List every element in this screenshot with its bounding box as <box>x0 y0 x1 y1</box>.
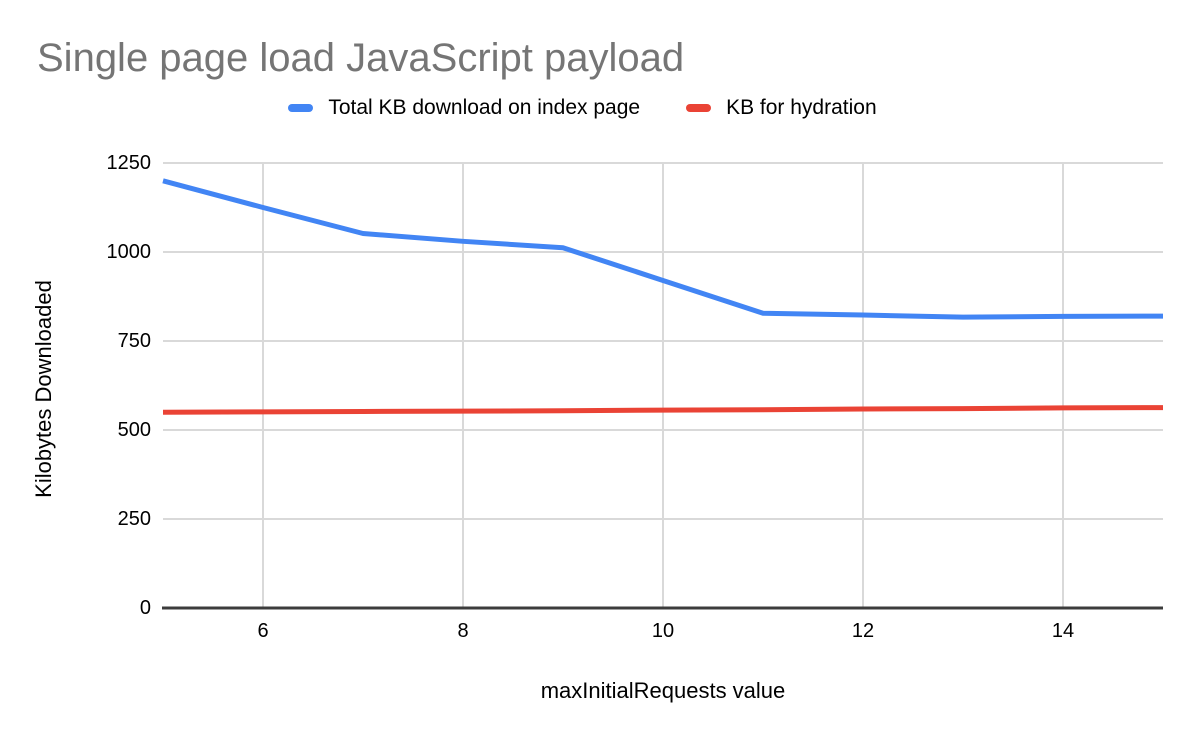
legend-label-hydration: KB for hydration <box>726 96 877 119</box>
series-line-hydration <box>162 405 1164 415</box>
y-tick-label: 1250 <box>106 152 152 174</box>
chart-title: Single page load JavaScript payload <box>37 36 685 80</box>
x-axis-title: maxInitialRequests value <box>540 678 786 703</box>
legend: Total KB download on index page KB for h… <box>0 94 1165 122</box>
legend-swatch-red <box>686 104 712 112</box>
x-tick-label: 14 <box>1051 620 1075 642</box>
x-tick-label: 10 <box>651 620 675 642</box>
x-tick-label: 12 <box>851 620 875 642</box>
y-tick-label: 0 <box>139 597 151 619</box>
series-line-total-kb <box>162 178 1164 320</box>
x-tick-label: 8 <box>457 620 469 642</box>
legend-item-hydration: KB for hydration <box>686 96 877 120</box>
x-tick-label: 6 <box>257 620 269 642</box>
y-tick-label: 1000 <box>106 241 152 263</box>
legend-label-total-kb: Total KB download on index page <box>328 96 641 119</box>
y-tick-label: 750 <box>117 330 151 352</box>
y-tick-label: 500 <box>117 419 151 441</box>
y-tick-label: 250 <box>117 508 151 530</box>
legend-item-total-kb: Total KB download on index page <box>288 96 640 120</box>
legend-swatch-blue <box>288 104 314 112</box>
